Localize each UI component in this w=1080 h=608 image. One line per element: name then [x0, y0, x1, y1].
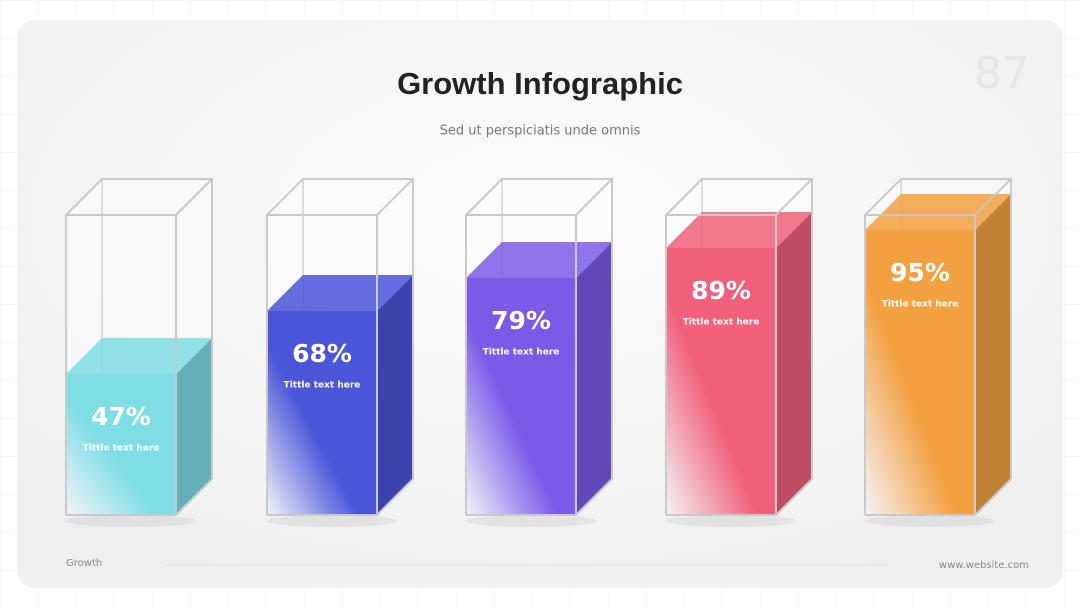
footer-left: Growth: [66, 558, 102, 569]
bar-side-shade: [176, 338, 212, 515]
value-label: 95%: [890, 258, 950, 287]
bar-side: [776, 212, 812, 515]
bar: [666, 248, 776, 515]
bar-shadow: [865, 515, 995, 527]
bar-shadow: [66, 515, 196, 527]
bar: [66, 374, 176, 515]
value-label: 47%: [91, 402, 151, 431]
page-number: 87: [974, 48, 1030, 99]
bar: [267, 311, 377, 515]
category-label: Tittle text here: [284, 381, 361, 391]
category-label: Tittle text here: [83, 444, 160, 454]
value-label: 68%: [292, 339, 352, 368]
bar-shadow: [267, 515, 397, 527]
chart-title: Growth Infographic: [397, 66, 683, 101]
chart-subtitle: Sed ut perspiciatis unde omnis: [440, 124, 641, 139]
category-label: Tittle text here: [483, 348, 560, 358]
bar-side-shade: [377, 275, 413, 515]
bar: [865, 230, 975, 515]
value-label: 79%: [491, 306, 551, 335]
bar: [466, 278, 576, 515]
footer-right: www.website.com: [939, 560, 1029, 571]
bar-shadow: [466, 515, 596, 527]
bar-shadow: [666, 515, 796, 527]
bar-side: [975, 194, 1011, 515]
bar-side-shade: [576, 242, 612, 515]
category-label: Tittle text here: [882, 300, 959, 310]
bar-side-shade: [975, 194, 1011, 515]
bar-side: [576, 242, 612, 515]
value-label: 89%: [691, 276, 751, 305]
category-label: Tittle text here: [683, 318, 760, 328]
bar-side-shade: [776, 212, 812, 515]
bar-side: [377, 275, 413, 515]
bar-side: [176, 338, 212, 515]
